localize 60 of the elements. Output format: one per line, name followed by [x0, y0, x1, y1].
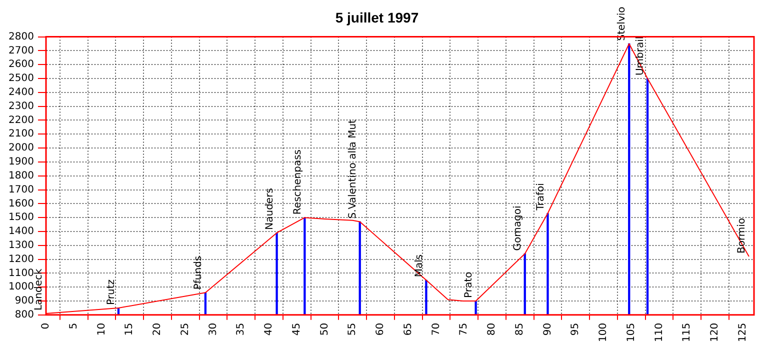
y-tick-label: 1200: [8, 254, 34, 265]
annotation: Prutz: [106, 279, 118, 305]
x-tick-label: 115: [682, 322, 693, 342]
y-tick-label: 2300: [8, 100, 34, 112]
annotation: Umbrail: [635, 36, 646, 76]
y-tick-label: 1300: [8, 240, 34, 251]
x-tick-label: 125: [737, 322, 748, 342]
y-tick-label: 2800: [8, 31, 34, 42]
y-tick-label: 1400: [8, 226, 34, 238]
x-tick-label: 70: [430, 322, 442, 336]
annotation: S.Valentino alla Mut: [347, 119, 358, 219]
x-tick-label: 60: [375, 322, 386, 336]
y-tick-label: 2700: [8, 45, 34, 56]
y-tick-label: 1500: [8, 212, 34, 224]
y-tick-label: 1800: [8, 170, 34, 182]
x-tick-label: 35: [236, 322, 247, 336]
y-tick-label: 1000: [8, 282, 34, 293]
x-tick-label: 55: [347, 322, 358, 336]
annotation: Trafoi: [535, 183, 546, 212]
x-tick-label: 10: [96, 322, 108, 336]
annotation: Bormio: [736, 218, 748, 254]
x-tick-label: 50: [319, 322, 330, 336]
x-tick-label: 95: [570, 322, 582, 336]
x-tick-label: 65: [402, 322, 414, 336]
y-tick-label: 2500: [8, 73, 34, 84]
annotation: Mals: [414, 254, 425, 278]
x-tick-label: 80: [486, 322, 498, 336]
y-tick-label: 1100: [8, 268, 34, 279]
annotation: Gomagoi: [512, 206, 524, 251]
annotation: Landeck: [34, 268, 45, 311]
x-tick-label: 45: [291, 322, 302, 336]
y-tick-label: 2100: [8, 128, 34, 140]
y-tick-label: 1600: [8, 198, 34, 210]
y-tick-label: 1900: [8, 156, 34, 168]
annotation: Pfunds: [193, 256, 204, 290]
y-tick-label: 2400: [8, 87, 34, 98]
y-tick-label: 2600: [8, 59, 34, 70]
annotation: Prato: [463, 272, 474, 298]
annotation: Nauders: [264, 188, 276, 230]
y-tick-label: 2200: [8, 114, 34, 126]
x-tick-label: 20: [152, 322, 164, 336]
y-tick-label: 800: [14, 310, 34, 321]
x-tick-label: 25: [180, 322, 191, 336]
x-tick-label: 100: [598, 322, 610, 342]
y-tick-label: 1700: [8, 184, 34, 196]
x-tick-label: 90: [542, 322, 554, 336]
y-tick-label: 900: [14, 296, 34, 307]
x-tick-label: 30: [208, 322, 219, 336]
x-tick-label: 105: [626, 322, 637, 342]
x-tick-label: 75: [458, 322, 470, 336]
y-tick-label: 2000: [8, 142, 34, 154]
x-tick-label: 0: [40, 322, 52, 330]
x-tick-label: 85: [514, 322, 526, 336]
x-tick-label: 120: [710, 322, 721, 342]
chart-title: 5 juillet 1997: [335, 9, 419, 26]
x-tick-label: 40: [264, 322, 275, 336]
annotation: Reschenpass: [292, 149, 304, 215]
x-tick-label: 5: [68, 322, 80, 330]
x-tick-label: 15: [124, 322, 136, 336]
x-tick-label: 110: [654, 322, 665, 342]
